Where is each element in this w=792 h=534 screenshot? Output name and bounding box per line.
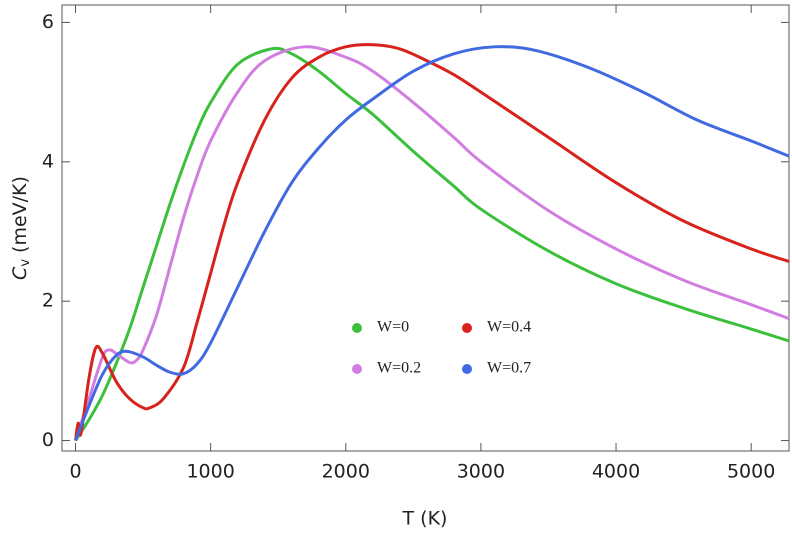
y-tick-label: 6 <box>42 11 54 33</box>
series-line <box>74 46 790 442</box>
y-tick-label: 4 <box>42 150 54 172</box>
legend-label: W=0 <box>377 319 409 336</box>
legend-marker <box>462 364 472 374</box>
x-tick-label: 0 <box>69 461 81 483</box>
legend-label: W=0.4 <box>487 319 531 336</box>
y-label-subscript: v <box>18 259 33 267</box>
x-tick-label: 5000 <box>727 461 775 483</box>
legend-label: W=0.7 <box>487 360 531 377</box>
y-tick-label: 2 <box>42 290 54 312</box>
x-tick-label: 2000 <box>322 461 370 483</box>
y-tick-label: 0 <box>42 429 54 451</box>
x-tick-label: 3000 <box>457 461 505 483</box>
legend-marker <box>462 323 472 333</box>
series-line <box>74 43 790 441</box>
legend-marker <box>352 323 362 333</box>
y-label-unit: (meV/K) <box>9 176 31 253</box>
plot-frame <box>61 4 790 452</box>
x-tick-label: 1000 <box>186 461 234 483</box>
x-tick-label: 4000 <box>592 461 640 483</box>
y-axis-label: Cv (meV/K) <box>9 176 33 280</box>
series-line <box>74 45 790 442</box>
series-line <box>74 45 790 442</box>
y-label-symbol: C <box>9 266 31 280</box>
legend-marker <box>352 364 362 374</box>
x-axis-label: T (K) <box>402 508 448 530</box>
legend-label: W=0.2 <box>377 360 421 377</box>
